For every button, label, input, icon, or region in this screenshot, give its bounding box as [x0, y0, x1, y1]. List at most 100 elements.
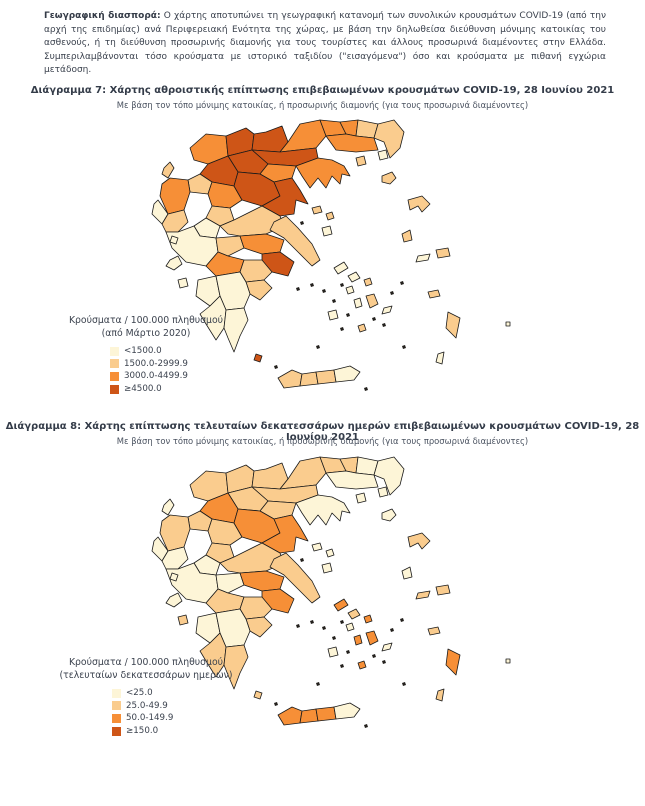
figure8-title: Διάγραμμα 8: Χάρτης επίπτωσης τελευταίων… [5, 421, 640, 443]
region-samos [435, 584, 451, 596]
region-kythira [253, 353, 263, 363]
legend-class-label: <25.0 [126, 688, 153, 698]
legend-class-label: <1500.0 [124, 346, 162, 356]
legend-class-label: 50.0-149.9 [126, 713, 174, 724]
region-samothraki [377, 149, 389, 161]
region-ikaria [415, 253, 431, 263]
region-corfu [161, 498, 175, 516]
legend-swatch [112, 688, 121, 698]
region-syros [345, 285, 355, 295]
region-syros [345, 622, 355, 632]
region-tinos [347, 608, 361, 620]
region-amorgos [381, 305, 393, 315]
region-viotia [239, 233, 285, 255]
region-zakynthos [177, 277, 189, 289]
region-lemnos [381, 508, 397, 522]
region-andros [333, 261, 349, 275]
region-thasos [355, 155, 367, 167]
region-tinos [347, 271, 361, 283]
intro-lead: Γεωγραφική διασπορά: [44, 11, 161, 21]
intro-paragraph: Γεωγραφική διασπορά: Ο χάρτης αποτυπώνει… [44, 10, 606, 78]
choropleth-map-figure7 [151, 119, 511, 391]
region-heraklio [315, 706, 337, 722]
region-thesprotia [151, 536, 169, 562]
legend-title-line1: Κρούσματα / 100.000 πληθυσμού [68, 315, 224, 326]
region-thesprotia [151, 199, 169, 225]
region-andros [333, 598, 349, 612]
region-magnesia [261, 177, 309, 217]
region-karpathos [435, 688, 445, 702]
region-lasithi [333, 365, 361, 383]
figure8-legend-title: Κρούσματα / 100.000 πληθυσμού (τελευταίω… [36, 656, 256, 682]
region-magnesia [261, 514, 309, 554]
region-kos [427, 289, 441, 299]
region-serres [279, 456, 327, 490]
region-evros [373, 119, 405, 159]
region-zakynthos [177, 614, 189, 626]
region-milos [327, 646, 339, 658]
region-messinia [199, 632, 227, 678]
region-chalkidiki [295, 494, 351, 526]
figure8-legend-rows: <25.0 25.0-49.9 50.0-149.9 ≥150.0 [36, 687, 256, 737]
region-messinia [199, 295, 227, 341]
region-kythira [253, 690, 263, 700]
region-evia [269, 215, 321, 267]
region-karpathos [435, 351, 445, 365]
legend-class-label: 25.0-49.9 [126, 700, 168, 711]
region-kilkis [251, 125, 289, 153]
figure7-legend-title: Κρούσματα / 100.000 πληθυσμού (από Μάρτι… [40, 314, 252, 340]
region-fokida [215, 235, 245, 257]
figure7-legend-rows: <1500.0 1500.0-2999.9 3000.0-4499.9 ≥450… [40, 345, 252, 395]
region-evros [373, 456, 405, 496]
region-skyros [321, 225, 333, 237]
region-kefalonia [165, 592, 183, 608]
legend-class-label: 1500.0-2999.9 [124, 358, 188, 369]
region-paros [353, 297, 363, 309]
region-rhodes [445, 311, 461, 339]
region-chios [401, 566, 413, 580]
legend-class-label: 3000.0-4499.9 [124, 371, 188, 382]
legend-class-row: 25.0-49.9 [112, 700, 256, 713]
region-samos [435, 247, 451, 259]
region-lefkada [169, 572, 179, 582]
region-amorgos [381, 642, 393, 652]
legend-class-row: 50.0-149.9 [112, 712, 256, 725]
intro-body: Ο χάρτης αποτυπώνει τη γεωγραφική κατανο… [44, 11, 606, 76]
region-chios [401, 229, 413, 243]
legend-class-row: <25.0 [112, 687, 256, 700]
region-kefalonia [165, 255, 183, 271]
legend-class-row: ≥4500.0 [110, 383, 252, 396]
region-milos [327, 309, 339, 321]
region-skyros [321, 562, 333, 574]
legend-title-line2: (από Μάρτιο 2020) [101, 328, 191, 339]
legend-swatch [110, 346, 119, 356]
region-corfu [161, 161, 175, 179]
region-argolida [245, 279, 273, 301]
region-lemnos [381, 171, 397, 185]
legend-swatch [110, 384, 119, 394]
region-kastellorizo [505, 658, 511, 664]
region-santorini [357, 323, 367, 333]
region-lakonia [223, 307, 249, 353]
region-lesvos [407, 195, 431, 213]
region-rhodes [445, 648, 461, 676]
figure8-subtitle: Με βάση τον τόπο μόνιμης κατοικίας, ή πρ… [116, 436, 529, 446]
legend-swatch [112, 701, 121, 711]
region-mykonos [363, 277, 373, 287]
region-chania [277, 369, 303, 389]
region-santorini [357, 660, 367, 670]
region-evia [269, 552, 321, 604]
region-viotia [239, 570, 285, 592]
region-kavala [325, 133, 379, 153]
region-sporades [325, 211, 335, 221]
region-naxos [365, 293, 379, 309]
region-lesvos [407, 532, 431, 550]
region-ikaria [415, 590, 431, 600]
region-fokida [215, 572, 245, 594]
legend-title-line2: (τελευταίων δεκατεσσάρων ημερών) [59, 670, 233, 681]
region-sporades [325, 548, 335, 558]
region-paros [353, 634, 363, 646]
legend-swatch [110, 371, 119, 381]
region-rethymno [299, 371, 319, 387]
